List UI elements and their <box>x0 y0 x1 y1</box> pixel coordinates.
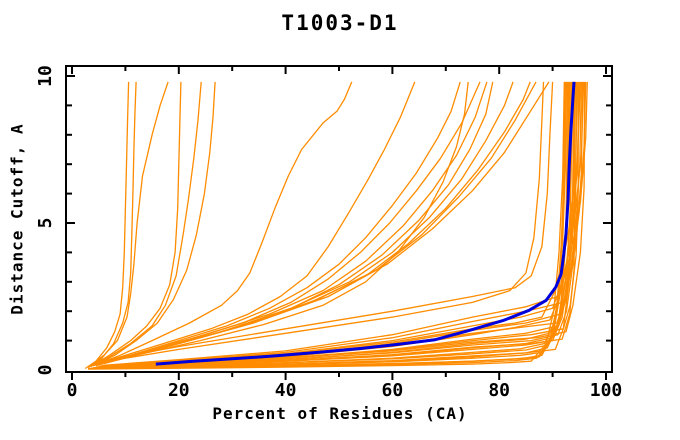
y-tick-label: 5 <box>35 217 56 229</box>
x-tick-label: 40 <box>274 380 297 401</box>
y-tick-label: 0 <box>35 364 56 376</box>
model-curve <box>93 81 216 367</box>
x-tick-label: 0 <box>66 380 78 401</box>
model-curve <box>98 81 554 362</box>
model-curve <box>93 81 572 369</box>
model-curve <box>87 81 137 369</box>
curves-layer <box>84 81 588 370</box>
model-curve <box>98 81 586 368</box>
x-tick-label: 60 <box>381 380 404 401</box>
highlighted-model-curve <box>155 81 576 366</box>
model-curve <box>93 81 353 367</box>
y-axis-title-text: Distance Cutoff, A <box>7 123 27 315</box>
model-curve <box>95 81 469 367</box>
x-axis-title: Percent of Residues (CA) <box>212 404 468 423</box>
model-curve <box>84 81 130 370</box>
model-curve <box>98 81 531 365</box>
y-tick-label: 10 <box>35 65 56 87</box>
model-curve <box>93 81 416 367</box>
model-curve <box>103 81 588 366</box>
model-curve <box>87 81 169 368</box>
model-curve <box>98 81 488 365</box>
model-curve <box>90 81 182 368</box>
model-curve <box>87 81 565 370</box>
model-curve <box>95 81 461 367</box>
x-tick-label: 20 <box>167 380 190 401</box>
model-curve <box>101 81 550 365</box>
model-curve <box>93 81 574 369</box>
model-curve <box>90 81 202 368</box>
model-curve <box>98 81 545 364</box>
model-curve <box>90 81 568 370</box>
chart-title: T1003-D1 <box>281 11 399 35</box>
x-tick-label: 100 <box>589 380 623 401</box>
x-tick-label: 80 <box>488 380 511 401</box>
